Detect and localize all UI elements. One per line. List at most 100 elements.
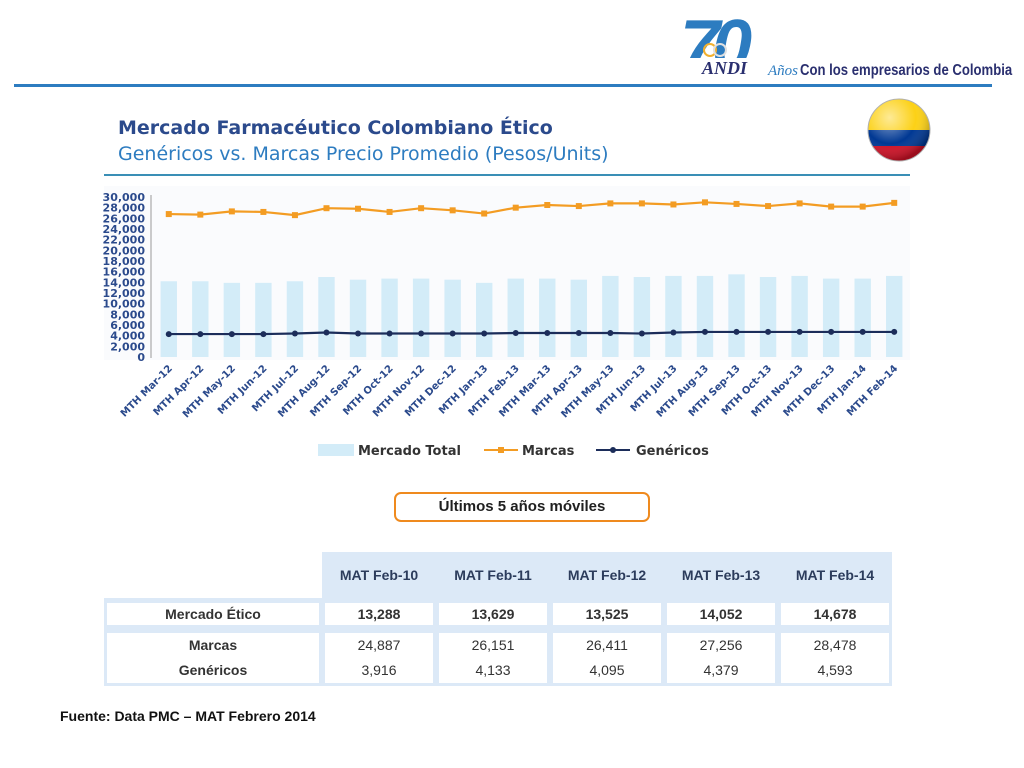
y-tick-label: 2,000 [110,340,145,353]
table-cell: 3,916 [322,658,436,686]
y-tick-label: 16,000 [103,266,146,279]
table-cell: 28,478 [778,630,892,658]
tagline-text: Con los empresarios de Colombia [800,62,1013,79]
point-marcas [575,203,582,210]
point-genericos [575,330,582,336]
table-row-genericos: Genéricos 3,916 4,133 4,095 4,379 4,593 [104,658,892,686]
bar-mercado-total [759,277,777,357]
point-genericos [260,331,267,338]
bar-mercado-total [665,275,682,357]
bar-mercado-total [381,278,398,357]
line-marcas [168,201,895,217]
anos-label: Años [768,63,798,79]
legend-label-genericos: Genéricos [636,444,709,459]
legend-marker-marcas [498,447,504,453]
y-tick-label: 0 [137,351,145,364]
column-header: MAT Feb-14 [778,552,892,598]
column-header: MAT Feb-11 [436,552,550,598]
legend-label-mercado-total: Mercado Total [358,444,461,459]
point-marcas [355,205,362,212]
bar-mercado-total [444,279,461,357]
point-genericos [512,330,519,336]
table-row-mercado-etico: Mercado Ético 13,288 13,629 13,525 14,05… [104,598,892,630]
point-genericos [418,330,425,337]
bar-mercado-total [412,278,430,357]
legend-marker-genericos [610,447,616,453]
y-tick-label: 10,000 [103,298,146,311]
bar-mercado-total [160,281,177,357]
point-genericos [701,328,708,335]
point-marcas [291,212,298,219]
price-chart: 30,00028,00026,00024,00022,00020,00018,0… [103,191,903,459]
y-tick-label: 4,000 [110,330,145,343]
row-label: Mercado Ético [104,598,322,630]
table-cell: 14,678 [778,598,892,630]
bar-mercado-total [255,282,272,357]
y-tick-label: 28,000 [103,202,146,215]
y-tick-label: 12,000 [103,287,146,300]
bar-mercado-total [475,282,493,357]
point-genericos [355,330,362,337]
point-marcas [197,211,204,218]
point-genericos [607,330,614,336]
source-note: Fuente: Data PMC – MAT Febrero 2014 [60,708,316,724]
point-genericos [544,330,551,336]
point-marcas [512,204,519,211]
bar-mercado-total [854,278,871,357]
y-tick-label: 8,000 [110,308,145,321]
table-cell: 13,525 [550,598,664,630]
legend-swatch-mercado-total [318,444,354,456]
point-marcas [386,208,393,215]
andi-70-logo: 70 ANDI [680,6,775,86]
point-genericos [197,331,204,338]
table-cell: 13,288 [322,598,436,630]
point-genericos [733,328,740,335]
point-marcas [670,201,677,208]
point-marcas [701,199,708,206]
point-marcas [165,211,172,218]
colombia-flag-icon [866,97,932,163]
point-marcas [638,200,645,207]
bar-mercado-total [223,282,241,357]
bar-mercado-total [349,279,367,357]
point-genericos [670,329,677,336]
table-cell: 24,887 [322,630,436,658]
legend-label-marcas: Marcas [522,444,575,459]
column-header: MAT Feb-13 [664,552,778,598]
point-genericos [891,328,898,335]
column-header: MAT Feb-12 [550,552,664,598]
point-genericos [449,330,456,337]
point-marcas [323,205,330,212]
point-marcas [891,199,898,206]
period-label: Últimos 5 años móviles [394,492,650,522]
title-divider [104,174,910,176]
bar-mercado-total [822,278,840,357]
tagline: Años Con los empresarios de Colombia [768,60,1024,84]
point-marcas [765,203,772,210]
point-genericos [859,328,866,335]
point-marcas [544,202,551,208]
table-cell: 26,151 [436,630,550,658]
table-cell: 4,095 [550,658,664,686]
point-genericos [386,330,393,337]
logo-name: ANDI [701,58,748,78]
point-genericos [828,328,835,335]
y-tick-label: 26,000 [103,212,146,225]
summary-table: MAT Feb-10 MAT Feb-11 MAT Feb-12 MAT Feb… [104,552,892,686]
table-cell: 4,379 [664,658,778,686]
point-genericos [638,330,645,337]
point-genericos [765,328,772,335]
y-tick-label: 30,000 [103,191,146,204]
table-cell: 13,629 [436,598,550,630]
y-tick-label: 6,000 [110,319,145,332]
point-marcas [228,208,235,215]
table-cell: 4,593 [778,658,892,686]
table-header-row: MAT Feb-10 MAT Feb-11 MAT Feb-12 MAT Feb… [104,552,892,598]
point-marcas [796,200,803,207]
row-label: Marcas [104,630,322,658]
table-cell: 14,052 [664,598,778,630]
bar-mercado-total [318,277,335,357]
point-marcas [859,203,866,210]
point-genericos [323,329,330,336]
bar-mercado-total [570,279,588,357]
